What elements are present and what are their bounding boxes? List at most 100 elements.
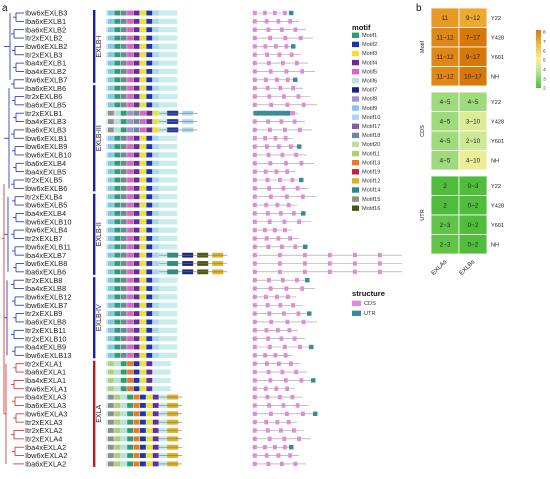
cds-block	[253, 286, 257, 291]
gene-label: Ibw6xEXLB12	[25, 293, 71, 302]
cds-block	[286, 294, 290, 300]
motif-block	[127, 185, 133, 191]
motif-block	[108, 127, 114, 133]
motif-block	[152, 277, 159, 283]
motif-block	[152, 27, 159, 33]
motif-block	[140, 119, 146, 124]
motif-block	[108, 202, 114, 208]
motif-block	[133, 35, 140, 41]
motif-block	[120, 319, 127, 325]
cds-block	[283, 10, 287, 16]
structure-legend-title: structure	[352, 289, 385, 298]
cds-block	[301, 102, 306, 108]
motif-block	[127, 27, 133, 33]
cds-block	[265, 144, 269, 149]
motif-block	[127, 369, 133, 375]
motif-block	[152, 352, 159, 358]
motif-block	[133, 194, 140, 200]
motif-block	[120, 261, 127, 266]
cds-block	[266, 369, 271, 375]
motif-legend-label: Motif1	[362, 33, 377, 39]
motif-block	[114, 286, 121, 291]
motif-block	[133, 44, 140, 49]
motif-block	[114, 211, 121, 216]
cds-block	[265, 85, 270, 91]
motif-legend-swatch	[352, 59, 359, 66]
motif-block	[114, 169, 121, 175]
motif-block	[152, 85, 159, 91]
cds-block	[296, 311, 301, 316]
cds-block	[264, 202, 269, 208]
cds-block	[264, 236, 269, 241]
motif-block	[114, 444, 121, 450]
motif-tracks	[106, 10, 228, 467]
motif-block	[133, 227, 140, 233]
motif-legend-label: Motif14	[362, 188, 380, 194]
heatmap-column-label: EXLBs	[458, 258, 476, 276]
cds-block	[285, 319, 290, 325]
cds-block	[253, 461, 257, 467]
motif-block	[140, 110, 146, 116]
utr-block	[299, 177, 304, 183]
cds-block	[253, 27, 257, 32]
motif-block	[133, 236, 140, 241]
motif-block	[146, 185, 153, 191]
gene-label: Ibw6xEXLB10	[25, 217, 71, 226]
cds-block	[273, 10, 277, 16]
gene-label: Itr2xEXLB7	[25, 234, 62, 243]
cds-block	[253, 394, 257, 400]
cds-block	[293, 461, 298, 467]
motif-block	[114, 378, 121, 383]
utr-block	[289, 10, 294, 16]
motif-block	[108, 211, 114, 216]
motif-legend-swatch	[352, 96, 359, 102]
motif-block	[114, 160, 121, 166]
motif-block	[133, 436, 140, 442]
motif-block	[133, 52, 140, 58]
motif-block	[140, 327, 146, 333]
colorbar-tick-label: 3	[543, 76, 546, 82]
motif-legend-swatch	[352, 132, 359, 139]
gene-label: Ibw6xEXLB4	[25, 226, 67, 235]
motif-block	[146, 394, 153, 400]
motif-block	[146, 135, 153, 141]
motif-block	[127, 135, 133, 141]
motif-block	[108, 403, 114, 408]
motif-block	[133, 244, 140, 250]
motif-block	[127, 327, 133, 333]
cds-block	[263, 44, 268, 49]
heatmap-row-label: NH	[491, 158, 499, 164]
motif-block	[140, 419, 146, 425]
gene-label: Itr2xEXLA4	[25, 434, 62, 443]
motif-legend-label: Motif2	[362, 42, 377, 48]
motif-block	[108, 461, 114, 467]
motif-block	[146, 361, 153, 367]
motif-block	[120, 361, 127, 367]
cds-block	[303, 252, 307, 258]
cds-block	[294, 369, 299, 375]
motif-block	[127, 269, 133, 275]
cds-block	[283, 353, 288, 358]
motif-block	[152, 202, 159, 208]
cds-block	[268, 127, 272, 133]
motif-block	[152, 294, 159, 300]
motif-block	[114, 35, 121, 41]
colorbar-tick-label: 7	[543, 39, 546, 45]
motif-block	[133, 277, 140, 283]
motif-block	[133, 69, 140, 74]
motif-block	[120, 60, 127, 66]
gene-label: Itr2xEXLB3	[25, 50, 62, 59]
motif-block	[146, 403, 153, 408]
motif-block	[120, 152, 127, 158]
motif-block	[127, 219, 133, 225]
cds-block	[264, 328, 269, 333]
motif-block	[120, 294, 127, 300]
motif-block	[108, 336, 114, 342]
motif-block	[152, 311, 159, 316]
motif-block	[152, 219, 159, 225]
motif-block	[140, 361, 146, 367]
cds-block	[298, 35, 303, 41]
motif-block	[108, 327, 114, 333]
motif-block	[114, 60, 121, 66]
cds-block	[281, 278, 285, 283]
